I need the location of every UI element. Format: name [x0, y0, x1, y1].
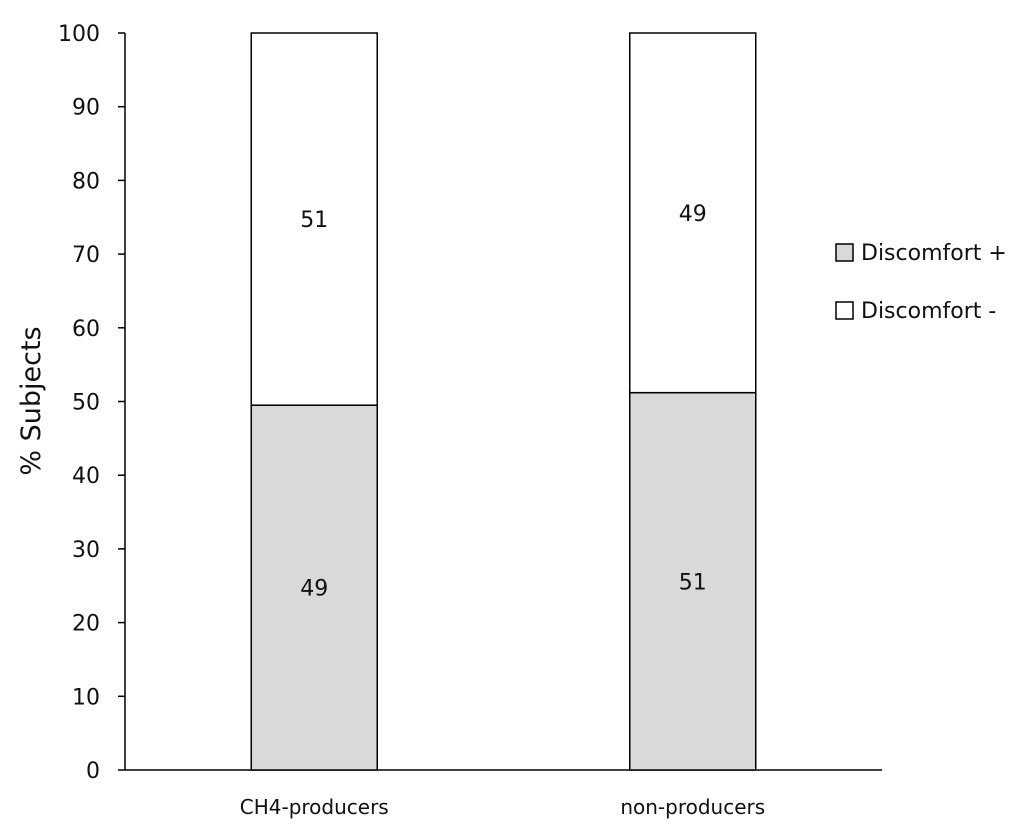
legend-swatch	[835, 243, 854, 262]
y-tick-label: 0	[86, 759, 100, 784]
y-tick-label: 70	[72, 243, 100, 268]
y-tick-label: 60	[72, 317, 100, 342]
y-tick-label: 90	[72, 96, 100, 121]
x-tick-label: CH4-producers	[240, 795, 389, 819]
y-tick-label: 10	[72, 685, 100, 710]
bar-segment	[250, 404, 378, 771]
y-tick-label: 30	[72, 538, 100, 563]
data-label: 51	[679, 570, 707, 595]
bar-segment	[629, 32, 757, 394]
data-labels: 49 51 51 49	[300, 202, 707, 602]
legend-label: Discomfort -	[861, 299, 996, 324]
data-label: 49	[300, 577, 328, 602]
y-tick-label: 100	[58, 22, 100, 47]
x-tick-label: non-producers	[620, 795, 765, 819]
y-tick-label: 50	[72, 391, 100, 416]
legend-label: Discomfort +	[861, 241, 1007, 266]
data-label: 51	[300, 208, 328, 233]
legend: Discomfort + Discomfort -	[835, 241, 1007, 324]
y-tick-label: 20	[72, 612, 100, 637]
bar-segment	[250, 32, 378, 406]
y-tick-label: 80	[72, 169, 100, 194]
y-tick-label: 40	[72, 464, 100, 489]
legend-swatch	[835, 301, 854, 320]
y-axis-title: % Subjects	[16, 326, 47, 475]
data-label: 49	[679, 202, 707, 227]
bar-segment	[629, 391, 757, 771]
y-axis: 0 10 20 30 40 50 60 70 80 90 100	[58, 22, 126, 784]
bars	[250, 32, 757, 771]
x-axis: CH4-producers non-producers	[125, 769, 882, 819]
